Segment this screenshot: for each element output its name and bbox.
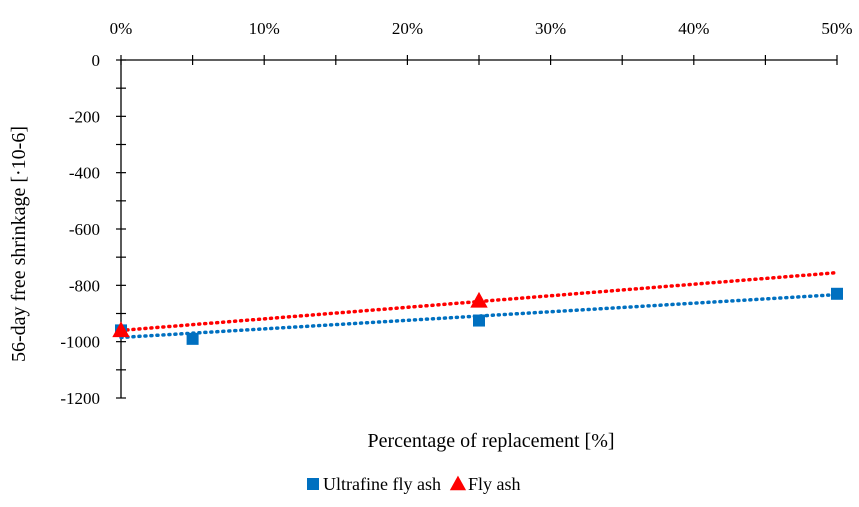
x-tick-label: 10% <box>249 19 280 38</box>
fly-ash-point <box>470 291 488 308</box>
x-axis-title: Percentage of replacement [%] <box>367 430 614 452</box>
ticks-layer: 0% 10% 20% 30% 40% 50% 0 -200 -400 -600 -800 -1000 -… <box>60 19 852 408</box>
y-axis-title: 56-day free shrinkage [·10-6] <box>8 126 30 362</box>
data-points-layer <box>112 287 843 345</box>
y-tick-label: -1000 <box>60 333 100 352</box>
y-tick-label: -1200 <box>60 389 100 408</box>
x-tick-label: 20% <box>392 19 423 38</box>
y-tick-label: -800 <box>69 276 100 295</box>
y-tick-label: -600 <box>69 220 100 239</box>
x-tick-label: 30% <box>535 19 566 38</box>
x-tick-label: 0% <box>110 19 133 38</box>
legend-marker-ultrafine-fly-ash <box>307 478 319 490</box>
legend-item-ultrafine-fly-ash: Ultrafine fly ash <box>307 474 441 494</box>
ultrafine-fly-ash-point <box>186 332 199 345</box>
legend-label: Ultrafine fly ash <box>323 474 441 494</box>
y-tick-label: 0 <box>92 51 101 70</box>
x-tick-label: 50% <box>821 19 852 38</box>
fly-ash-point <box>112 321 130 338</box>
x-tick-label: 40% <box>678 19 709 38</box>
legend-marker-fly-ash <box>449 475 467 491</box>
y-tick-label: -200 <box>69 107 100 126</box>
legend: Ultrafine fly ash Fly ash <box>307 474 520 494</box>
legend-label: Fly ash <box>468 474 521 494</box>
y-tick-label: -400 <box>69 164 100 183</box>
ultrafine-fly-ash-point <box>473 314 485 327</box>
legend-item-fly-ash: Fly ash <box>449 474 521 494</box>
ultrafine-fly-ash-point <box>831 287 843 300</box>
axes-layer <box>120 59 837 398</box>
